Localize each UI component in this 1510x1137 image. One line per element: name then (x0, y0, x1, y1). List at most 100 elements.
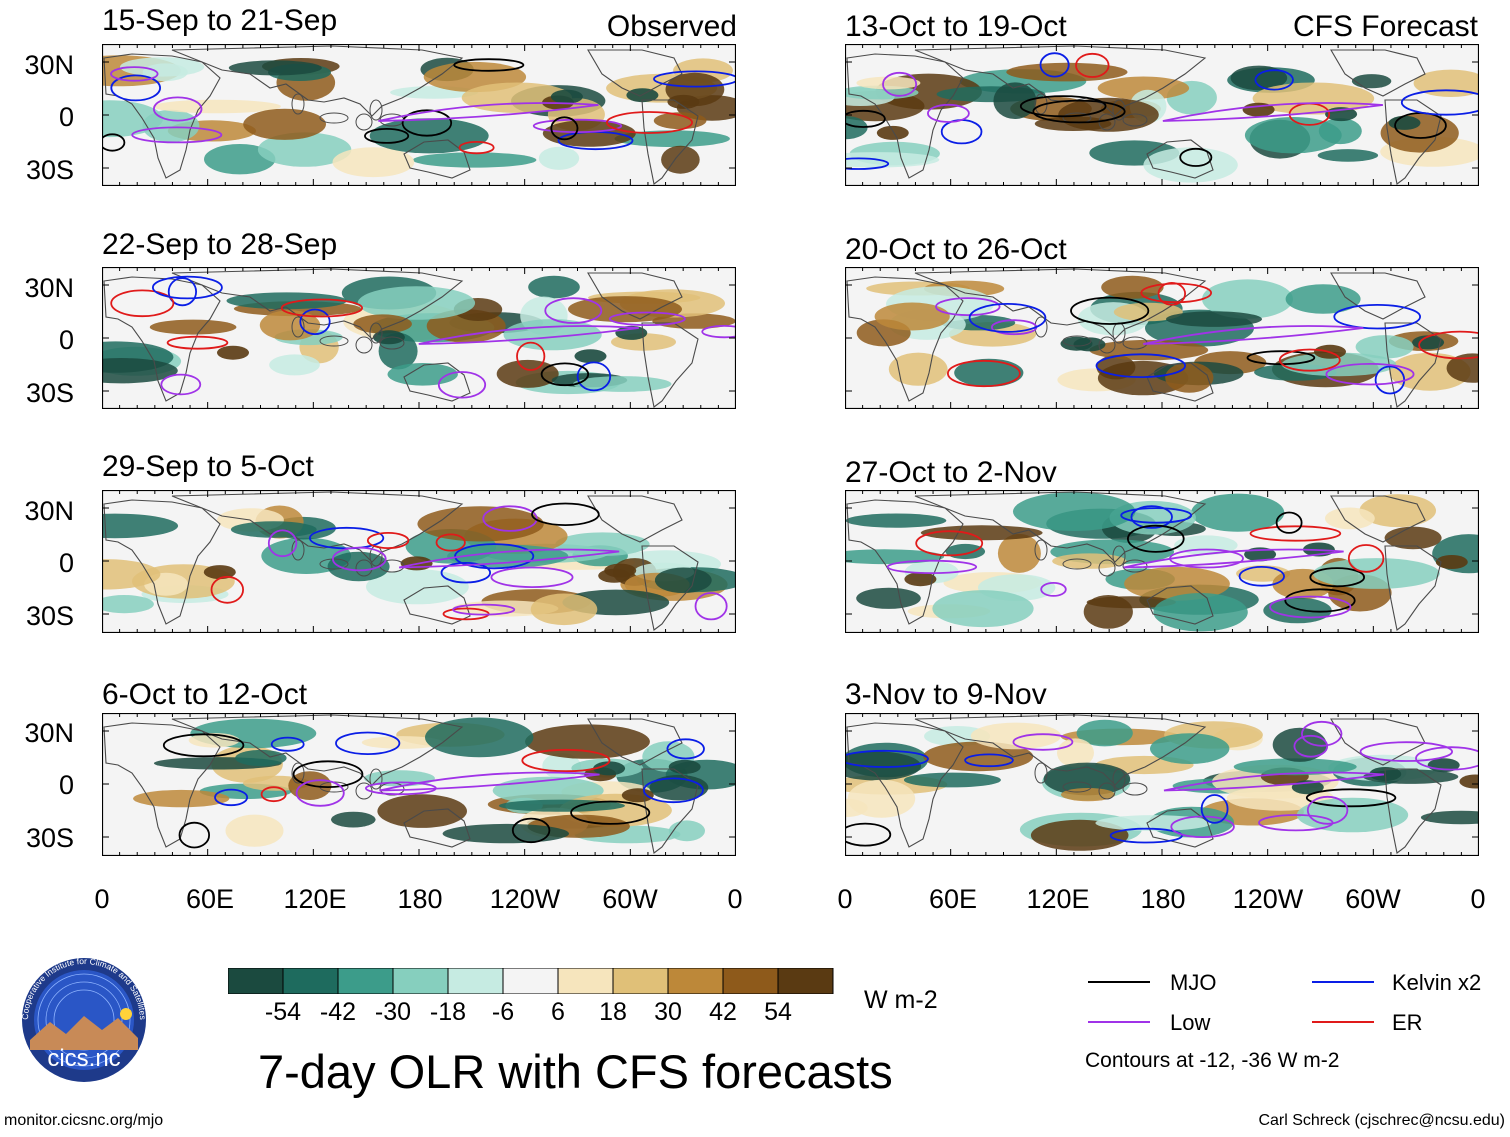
olr-anomaly-core (203, 565, 236, 580)
wave-contour (1249, 525, 1342, 542)
olr-anomaly-blob (845, 751, 922, 781)
low-contour (378, 102, 599, 122)
coastline (587, 718, 683, 766)
lon-label: 120W (1232, 884, 1304, 914)
olr-anomaly-blob (1420, 810, 1479, 825)
coastline (319, 558, 349, 570)
olr-anomaly-blob (954, 358, 1024, 387)
wave-contour (1157, 281, 1187, 306)
coastline (171, 714, 464, 786)
coastline (1034, 539, 1048, 561)
panel-title-7: 27-Oct to 2-Nov (845, 456, 1057, 489)
lon-label: 60E (928, 884, 978, 914)
olr-anomaly-core (598, 568, 631, 583)
coastline (403, 585, 471, 625)
low-contour (1162, 102, 1383, 122)
coastline (403, 139, 471, 179)
olr-anomaly-blob (235, 749, 287, 767)
coastline (103, 276, 221, 402)
olr-anomaly-blob (614, 130, 730, 147)
wave-contour (331, 546, 387, 572)
olr-anomaly-blob (332, 147, 415, 178)
coastline (1098, 559, 1116, 577)
lon-label: 60W (602, 884, 658, 914)
olr-anomaly-core (1412, 335, 1445, 350)
olr-anomaly-blob (377, 794, 468, 828)
lat-label: 0 (58, 325, 74, 355)
panel-title-1: 15-Sep to 21-Sep (102, 4, 338, 37)
wave-contour (516, 341, 546, 371)
olr-anomaly-blob (1124, 566, 1230, 601)
lat-label: 30S (25, 823, 74, 853)
olr-anomaly-blob (1101, 275, 1164, 299)
wave-contour (1254, 69, 1294, 91)
olr-anomaly-blob (903, 772, 1001, 788)
wave-contour (152, 275, 223, 300)
colorbar-swatch (722, 968, 779, 994)
legend-swatch-mjo (1088, 981, 1150, 983)
wave-contour (1284, 588, 1356, 613)
wave-contour (1418, 330, 1479, 360)
olr-anomaly-blob (230, 521, 317, 538)
olr-anomaly-core (217, 345, 249, 360)
wave-contour (964, 753, 1014, 768)
olr-anomaly-blob (120, 57, 205, 77)
wave-contour (927, 103, 970, 123)
colorbar-swatch (337, 968, 394, 994)
wave-contour (110, 289, 175, 318)
wave-contour (1200, 794, 1229, 824)
wave-contour (1019, 95, 1107, 118)
coastline (846, 722, 964, 848)
coastline (1112, 545, 1126, 567)
colorbar-label: 6 (551, 998, 565, 1026)
colorbar-units: W m-2 (864, 986, 938, 1014)
wave-contour (540, 362, 590, 387)
colorbar-label: -6 (491, 998, 515, 1026)
lon-label: 120W (489, 884, 561, 914)
coastline (1062, 781, 1092, 793)
colorbar-swatch (447, 968, 504, 994)
footer-url[interactable]: monitor.cicsnc.org/mjo (4, 1112, 164, 1129)
coastline (1330, 495, 1426, 543)
olr-anomaly-blob (555, 532, 650, 556)
wave-contour (544, 297, 603, 324)
olr-map-panel (102, 713, 736, 856)
colorbar-label: -42 (319, 998, 357, 1026)
wave-contour (1301, 720, 1343, 747)
panel-title-6: 20-Oct to 26-Oct (845, 233, 1067, 266)
wave-contour (162, 733, 245, 758)
wave-contour (1238, 566, 1285, 587)
olr-anomaly-blob (1244, 117, 1342, 154)
olr-anomaly-blob (1413, 69, 1479, 97)
coastline (355, 113, 373, 131)
wave-contour (160, 373, 202, 396)
olr-anomaly-blob (856, 76, 921, 90)
coastline (369, 322, 383, 344)
coastline (1330, 718, 1426, 766)
olr-anomaly-blob (1252, 82, 1375, 115)
coastline (587, 495, 683, 543)
lon-label: 0 (1470, 884, 1486, 914)
olr-anomaly-blob (1230, 65, 1288, 91)
coastline (103, 499, 221, 625)
colorbar-label: -30 (374, 998, 412, 1026)
wave-contour (1012, 733, 1074, 751)
olr-anomaly-blob (257, 132, 352, 167)
olr-anomaly-blob (661, 145, 700, 174)
olr-map-panel (845, 267, 1479, 409)
wave-contour (845, 749, 929, 768)
legend-label-kelvin: Kelvin x2 (1392, 970, 1482, 995)
coastline (1146, 808, 1214, 848)
wave-contour (435, 533, 466, 552)
olr-anomaly-blob (259, 310, 321, 341)
wave-contour (292, 760, 364, 789)
olr-anomaly-blob (269, 354, 320, 376)
footer-credit: Carl Schreck (cjschrec@ncsu.edu) (1258, 1112, 1505, 1129)
coastline (355, 336, 373, 354)
coastline (171, 491, 464, 563)
coastline (403, 362, 471, 402)
olr-anomaly-blob (542, 120, 636, 147)
colorbar-swatch (282, 968, 339, 994)
lat-label: 30S (25, 601, 74, 631)
lat-label: 30S (25, 378, 74, 408)
